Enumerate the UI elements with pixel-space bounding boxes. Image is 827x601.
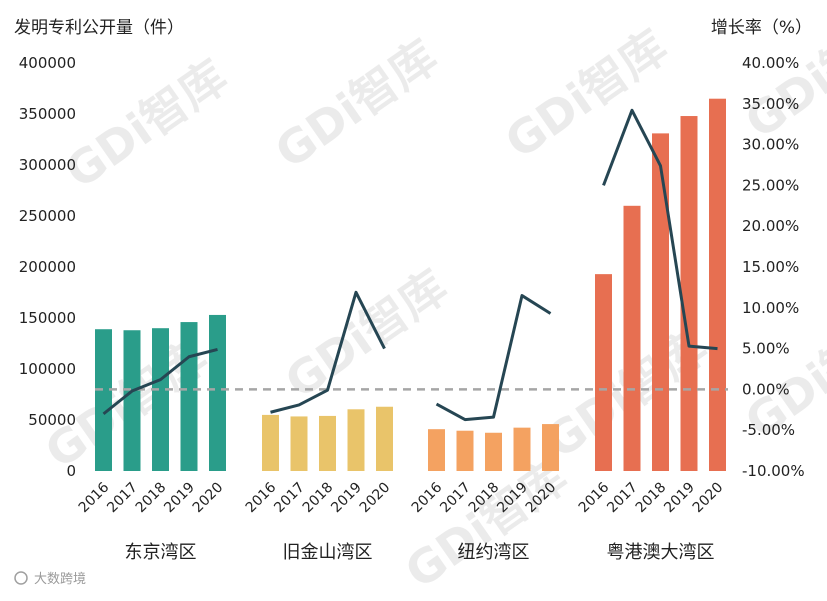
right-tick-label: -10.00%: [742, 462, 805, 480]
left-tick-label: 200000: [19, 258, 76, 276]
bar: [542, 424, 559, 471]
left-tick-label: 50000: [28, 411, 76, 429]
right-tick-label: 5.00%: [742, 340, 790, 358]
group-labels-layer: 东京湾区 旧金山湾区 纽约湾区 粤港澳大湾区: [125, 542, 715, 563]
left-tick-label: 300000: [19, 156, 76, 174]
bar: [209, 314, 226, 471]
bar: [180, 322, 198, 471]
right-axis-title: 增长率（%）: [711, 18, 812, 38]
year-tick-label: 2017: [104, 480, 141, 517]
year-tick-label: 2018: [633, 480, 670, 517]
year-tick-label: 2017: [271, 480, 308, 517]
left-axis-title: 发明专利公开量（件）: [14, 18, 184, 38]
bar: [262, 414, 279, 471]
year-tick-label: 2016: [76, 479, 113, 516]
bar: [513, 427, 531, 471]
bar: [652, 133, 669, 471]
group-label: 粤港澳大湾区: [607, 542, 715, 563]
left-tick-label: 400000: [19, 54, 76, 72]
logo: 大数跨境: [14, 571, 86, 587]
year-tick-label: 2016: [576, 479, 613, 516]
bar: [290, 416, 308, 471]
year-tick-label: 2018: [300, 480, 337, 517]
year-tick-label: 2020: [190, 480, 227, 517]
watermark-text: GDi智库: [265, 29, 446, 179]
left-tick-label: 150000: [19, 309, 76, 327]
right-tick-label: 10.00%: [742, 299, 799, 317]
left-tick-label: 250000: [19, 207, 76, 225]
bar: [595, 274, 612, 471]
left-tick-label: 350000: [19, 105, 76, 123]
bar: [123, 330, 141, 471]
group-label: 旧金山湾区: [283, 542, 373, 563]
growth-line: [435, 294, 552, 422]
right-tick-label: 0.00%: [742, 380, 790, 398]
year-tick-label: 2019: [328, 480, 365, 517]
growth-line: [270, 290, 386, 414]
bar: [347, 409, 365, 471]
bar: [95, 329, 112, 471]
watermark-text: GDi智库: [55, 49, 236, 199]
bar: [485, 432, 502, 471]
year-tick-label: 2018: [133, 480, 170, 517]
year-tick-label: 2016: [243, 479, 280, 516]
bar: [428, 429, 445, 471]
year-tick-label: 2020: [690, 480, 727, 517]
bar: [376, 406, 393, 471]
growth-line: [602, 108, 718, 351]
left-axis-ticks: 400000 350000 300000 250000 200000 150000 1000…: [19, 54, 76, 480]
bar: [623, 205, 641, 472]
bar: [709, 98, 726, 471]
bar: [152, 328, 169, 471]
bar: [319, 415, 336, 471]
right-tick-label: 40.00%: [742, 54, 799, 72]
growth-line: [102, 347, 218, 416]
group-label: 纽约湾区: [458, 542, 530, 563]
year-tick-label: 2019: [661, 480, 698, 517]
left-tick-label: 100000: [19, 360, 76, 378]
logo-icon: [14, 571, 28, 585]
year-tick-label: 2019: [161, 480, 198, 517]
growth-lines-layer: [102, 108, 718, 422]
bar: [680, 116, 698, 471]
right-tick-label: 30.00%: [742, 136, 799, 154]
bars-layer: [95, 98, 726, 472]
logo-text: 大数跨境: [34, 572, 86, 587]
year-tick-label: 2020: [357, 480, 394, 517]
left-tick-label: 0: [66, 462, 76, 480]
right-tick-label: 25.00%: [742, 176, 799, 194]
year-tick-label: 2016: [409, 479, 446, 516]
right-tick-label: 15.00%: [742, 258, 799, 276]
right-tick-label: 20.00%: [742, 217, 799, 235]
year-tick-label: 2017: [604, 480, 641, 517]
group-label: 东京湾区: [125, 542, 197, 563]
watermark-text: GDi智库: [395, 449, 576, 597]
watermark-text: GDi智库: [275, 259, 456, 409]
right-tick-label: 35.00%: [742, 95, 799, 113]
bar: [456, 430, 474, 471]
right-tick-label: -5.00%: [742, 421, 795, 439]
right-axis-ticks: 40.00% 35.00% 30.00% 25.00% 20.00% 15.00% 10.0…: [742, 54, 805, 480]
